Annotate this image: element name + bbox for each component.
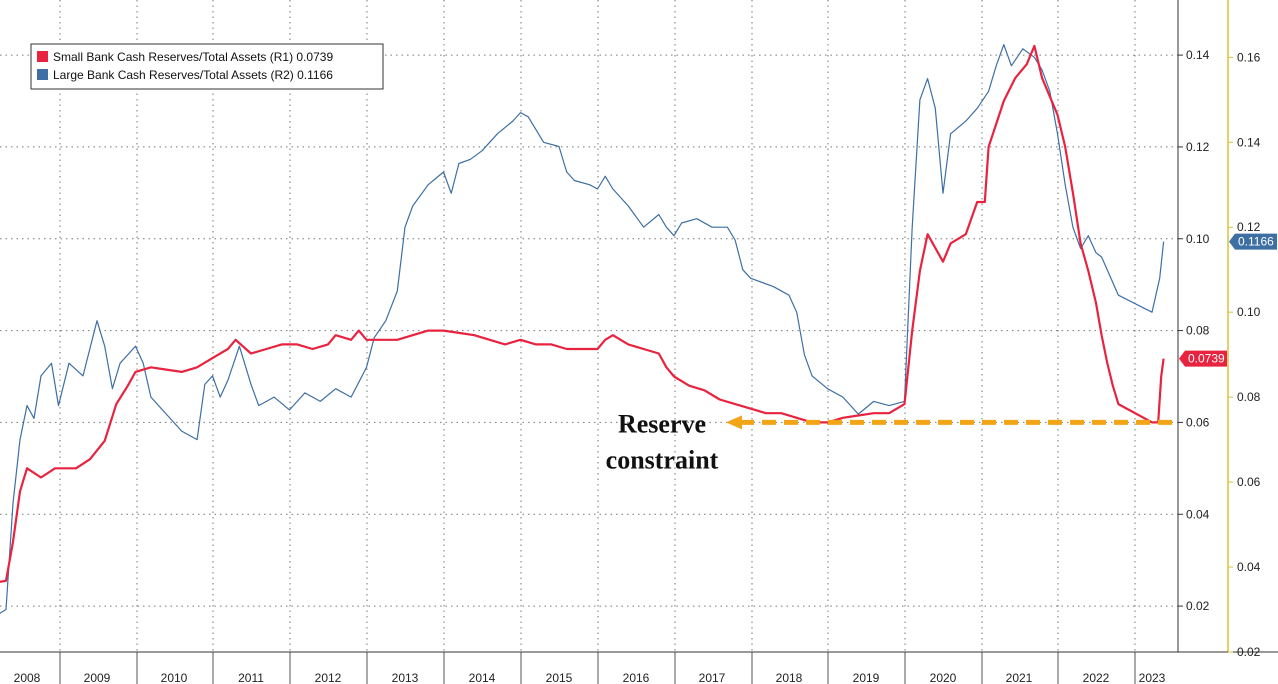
- r2-tick-label: 0.10: [1237, 305, 1261, 319]
- legend: Small Bank Cash Reserves/Total Assets (R…: [30, 43, 384, 90]
- legend-label-large-bank: Large Bank Cash Reserves/Total Assets (R…: [53, 68, 333, 82]
- r1-tick-label: 0.12: [1186, 140, 1210, 154]
- annotation-line-1: Reserve: [618, 409, 706, 438]
- x-tick-label: 2012: [315, 671, 342, 684]
- x-tick-label: 2023: [1139, 671, 1166, 684]
- x-tick-label: 2017: [699, 671, 726, 684]
- x-axis-ticks: 2008 2009 2010 2011 2012 2013 2014 2015 2016 2017…: [14, 671, 1166, 684]
- x-tick-label: 2014: [469, 671, 496, 684]
- x-tick-label: 2018: [776, 671, 803, 684]
- r2-axis-ticks: 0.02 0.04 0.06 0.08 0.10 0.12 0.14 0.16: [1228, 50, 1261, 659]
- last-value-large-bank: 0.1166: [1238, 235, 1274, 249]
- x-tick-label: 2016: [623, 671, 650, 684]
- r2-tick-label: 0.06: [1237, 475, 1261, 489]
- r2-tick-label: 0.02: [1237, 645, 1261, 659]
- x-tick-label: 2015: [546, 671, 573, 684]
- x-tick-label: 2022: [1083, 671, 1110, 684]
- r2-tick-label: 0.14: [1237, 135, 1261, 149]
- r2-tick-label: 0.04: [1237, 560, 1261, 574]
- r1-tick-label: 0.10: [1186, 232, 1210, 246]
- r1-tick-label: 0.08: [1186, 324, 1210, 338]
- annotation-line-2: constraint: [606, 445, 719, 474]
- series-line-small-bank: [0, 44, 1165, 583]
- r2-tick-label: 0.16: [1237, 50, 1261, 64]
- x-tick-label: 2020: [930, 671, 957, 684]
- r1-tick-label: 0.02: [1186, 599, 1210, 613]
- x-tick-label: 2011: [238, 671, 264, 684]
- r1-axis-ticks: 0.02 0.04 0.06 0.08 0.10 0.12 0.14: [1178, 48, 1210, 613]
- r2-tick-label: 0.12: [1237, 220, 1261, 234]
- x-tick-label: 2019: [853, 671, 880, 684]
- legend-label-small-bank: Small Bank Cash Reserves/Total Assets (R…: [53, 50, 333, 64]
- r1-tick-label: 0.04: [1186, 507, 1210, 521]
- x-tick-label: 2010: [161, 671, 188, 684]
- r1-tick-label: 0.06: [1186, 415, 1210, 429]
- x-tick-label: 2013: [392, 671, 419, 684]
- legend-box: [30, 43, 384, 90]
- x-tick-label: 2021: [1006, 671, 1033, 684]
- x-tick-label: 2008: [14, 671, 41, 684]
- last-value-small-bank: 0.0739: [1188, 352, 1225, 366]
- legend-swatch-small-bank: [37, 51, 48, 62]
- legend-swatch-large-bank: [37, 69, 48, 80]
- last-value-tag-shape: [1229, 233, 1277, 250]
- last-value-tag-large-bank: 0.1166: [1229, 233, 1277, 250]
- series-line-large-bank: [0, 43, 1165, 614]
- last-value-tag-shape: [1179, 350, 1227, 367]
- gridlines: [0, 54, 1178, 607]
- year-separators: [59, 0, 1136, 684]
- arrowhead-icon: [726, 415, 742, 430]
- r2-tick-label: 0.08: [1237, 390, 1261, 404]
- last-value-tag-small-bank: 0.0739: [1179, 350, 1227, 367]
- x-tick-label: 2009: [84, 671, 111, 684]
- r1-tick-label: 0.14: [1186, 48, 1210, 62]
